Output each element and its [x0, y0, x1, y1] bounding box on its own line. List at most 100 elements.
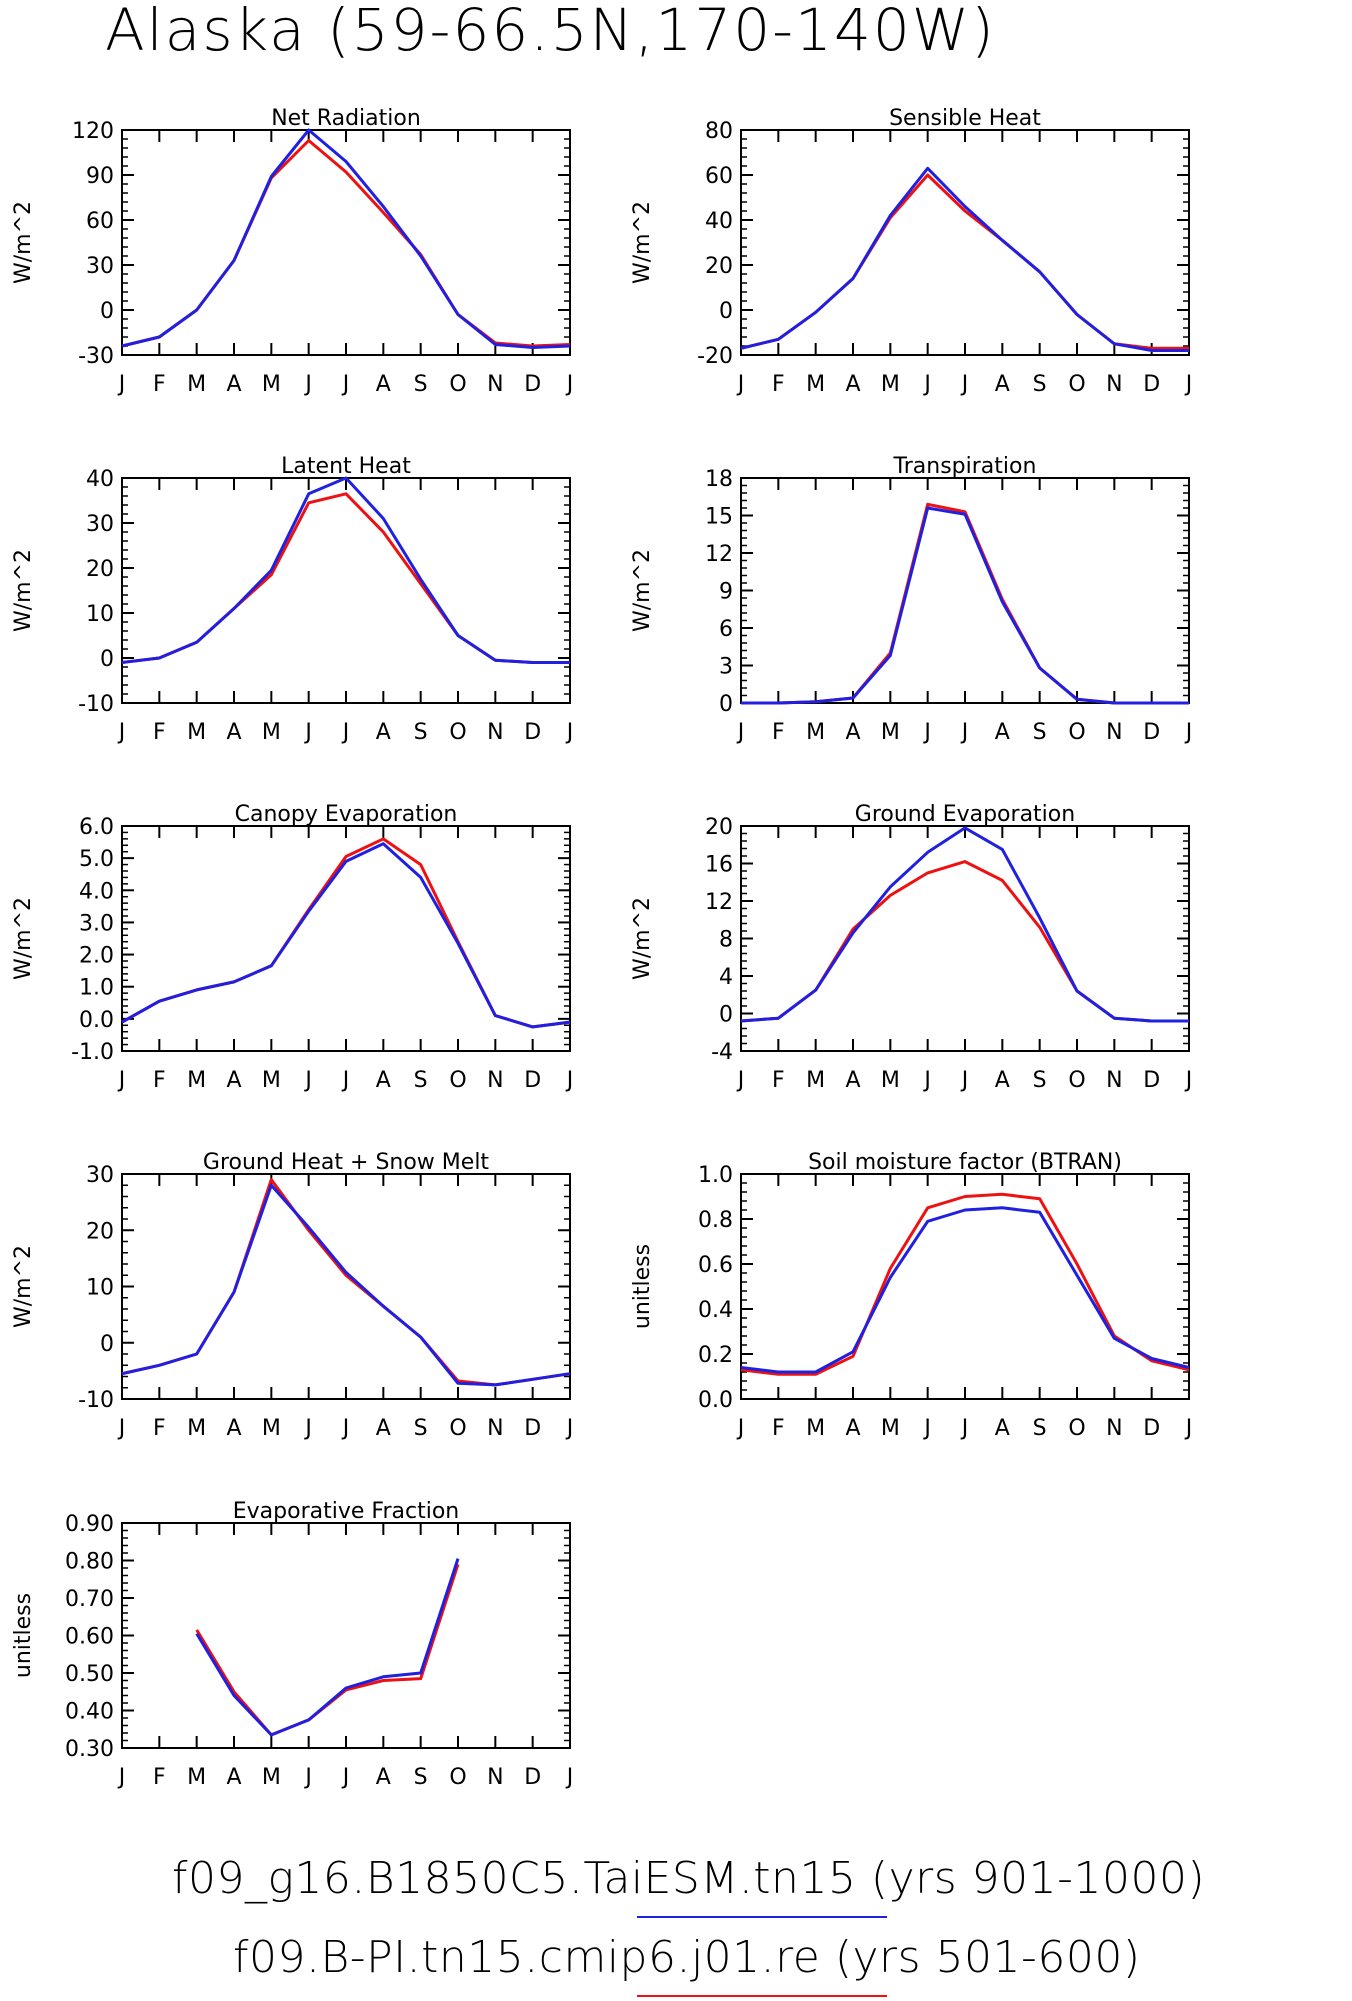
x-tick-label: N: [487, 372, 503, 397]
y-tick-label: 8: [719, 928, 733, 953]
y-tick-label: 40: [705, 209, 733, 234]
x-tick-label: D: [524, 720, 541, 745]
figure-title: Alaska (59-66.5N,170-140W): [105, 0, 996, 64]
panel-title: Net Radiation: [271, 106, 421, 131]
x-tick-label: N: [1106, 1416, 1122, 1441]
panel-title: Ground Heat + Snow Melt: [203, 1150, 490, 1175]
chart-panel: Evaporative Fraction unitless 0.30 0.40 0.50…: [11, 1499, 573, 1790]
x-tick-label: S: [1033, 1416, 1047, 1441]
x-tick-label: O: [449, 372, 466, 397]
x-tick-label: M: [806, 1416, 825, 1441]
x-tick-label: J: [1184, 1416, 1193, 1441]
x-tick-label: S: [1033, 720, 1047, 745]
y-axis-label: W/m^2: [11, 549, 36, 632]
x-tick-label: D: [524, 1416, 541, 1441]
x-tick-label: J: [960, 372, 969, 397]
y-tick-label: 0: [719, 299, 733, 324]
panel-title: Soil moisture factor (BTRAN): [808, 1150, 1122, 1175]
y-tick-label: 0.70: [65, 1587, 114, 1612]
y-tick-label: 9: [719, 580, 733, 605]
panel-title: Evaporative Fraction: [233, 1499, 459, 1524]
y-tick-label: 10: [86, 1276, 114, 1301]
x-tick-label: N: [487, 720, 503, 745]
x-tick-label: J: [303, 1765, 312, 1790]
series-line: [121, 476, 570, 664]
plot-frame: [740, 1173, 1190, 1400]
x-tick-label: S: [414, 1416, 428, 1441]
x-tick-label: J: [303, 1416, 312, 1441]
x-tick-label: J: [1184, 720, 1193, 745]
x-tick-label: J: [736, 720, 745, 745]
legend-label-red: f09.B-PI.tn15.cmip6.j01.re (yrs 501-600): [233, 1932, 1141, 1983]
series-line: [121, 492, 570, 664]
y-tick-label: 0.50: [65, 1662, 114, 1687]
x-tick-label: J: [117, 720, 126, 745]
x-tick-label: O: [1068, 1416, 1085, 1441]
y-tick-label: 1.0: [79, 976, 114, 1001]
x-tick-label: J: [922, 1068, 931, 1093]
x-tick-label: A: [226, 1765, 241, 1790]
series-line: [741, 502, 1189, 705]
x-tick-label: M: [881, 720, 900, 745]
y-tick-label: -20: [697, 344, 733, 369]
x-tick-label: F: [153, 1416, 166, 1441]
y-tick-label: 0.40: [65, 1700, 114, 1725]
y-tick-label: 5.0: [79, 847, 114, 872]
y-tick-label: 20: [705, 815, 733, 840]
series-line: [121, 128, 571, 349]
y-axis-label: unitless: [11, 1593, 36, 1678]
x-tick-label: O: [449, 720, 466, 745]
x-tick-label: J: [736, 1416, 745, 1441]
y-axis-label: W/m^2: [11, 1245, 36, 1328]
legend-label-blue: f09_g16.B1850C5.TaiESM.tn15 (yrs 901-100…: [172, 1853, 1206, 1904]
x-tick-label: D: [524, 1765, 541, 1790]
x-tick-label: J: [341, 1416, 350, 1441]
x-tick-label: J: [117, 372, 126, 397]
x-tick-label: S: [414, 1068, 428, 1093]
panel-title: Canopy Evaporation: [235, 802, 458, 827]
x-tick-label: J: [565, 1068, 574, 1093]
y-tick-label: 30: [86, 254, 114, 279]
y-tick-label: 0.0: [698, 1388, 733, 1413]
x-tick-label: J: [1184, 372, 1193, 397]
y-tick-label: 0.30: [65, 1737, 114, 1762]
x-tick-label: J: [303, 720, 312, 745]
x-tick-label: N: [1106, 1068, 1122, 1093]
y-tick-label: 3.0: [79, 911, 114, 936]
x-tick-label: M: [881, 1068, 900, 1093]
chart-panel: Soil moisture factor (BTRAN) unitless 0.0 0…: [630, 1150, 1192, 1441]
x-tick-label: A: [226, 1068, 241, 1093]
plot-frame: [121, 1173, 571, 1400]
series-line: [195, 1558, 460, 1737]
y-tick-label: 0: [100, 647, 114, 672]
panel-title: Sensible Heat: [889, 106, 1041, 131]
y-tick-label: 18: [705, 467, 733, 492]
x-tick-label: A: [226, 1416, 241, 1441]
x-tick-label: D: [524, 1068, 541, 1093]
x-tick-label: N: [1106, 720, 1122, 745]
y-tick-label: 12: [705, 890, 733, 915]
x-tick-label: S: [414, 720, 428, 745]
y-tick-label: 1.0: [698, 1163, 733, 1188]
y-tick-label: -10: [78, 1388, 114, 1413]
series-line: [740, 166, 1189, 352]
x-tick-label: J: [565, 372, 574, 397]
x-tick-label: A: [376, 1416, 391, 1441]
y-tick-label: 20: [705, 254, 733, 279]
y-tick-label: 16: [705, 853, 733, 878]
y-axis-label: unitless: [630, 1244, 655, 1329]
series-line: [195, 1563, 460, 1737]
x-tick-label: M: [262, 720, 281, 745]
y-tick-label: 0.2: [698, 1343, 733, 1368]
y-tick-label: 30: [86, 512, 114, 537]
x-tick-label: J: [341, 372, 350, 397]
x-tick-label: A: [226, 372, 241, 397]
x-tick-label: J: [922, 372, 931, 397]
x-tick-label: A: [845, 1416, 860, 1441]
y-tick-label: 0: [100, 1332, 114, 1357]
y-tick-label: 12: [705, 542, 733, 567]
x-tick-label: O: [1068, 372, 1085, 397]
